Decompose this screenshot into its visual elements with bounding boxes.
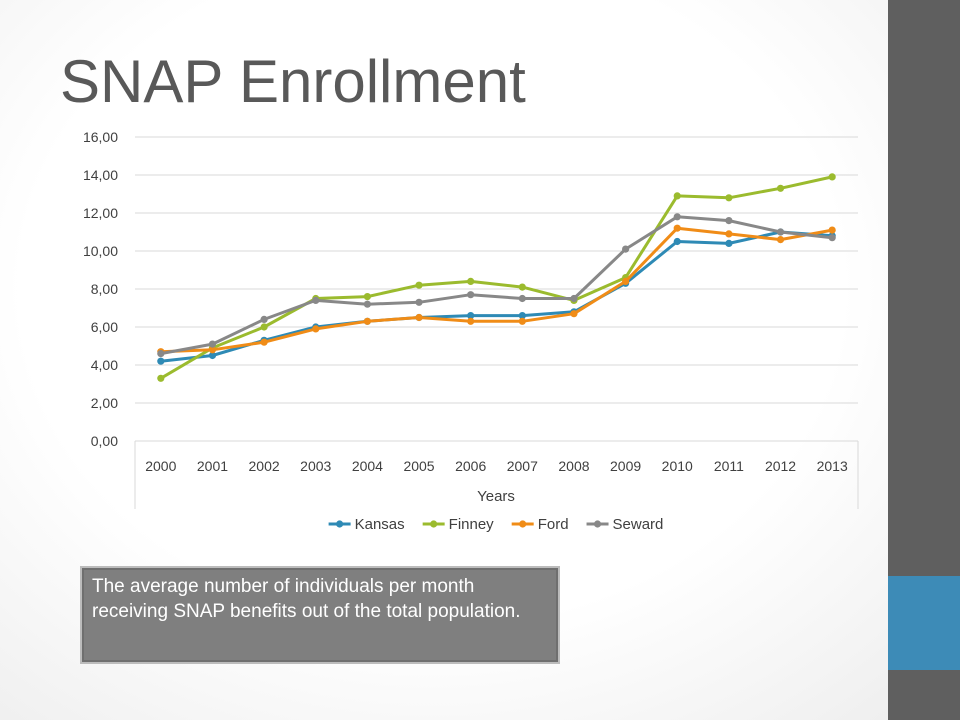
legend-item-seward: Seward xyxy=(586,516,664,533)
y-tick-label: 0,00 xyxy=(91,433,118,449)
data-point xyxy=(518,317,526,325)
slide-title: SNAP Enrollment xyxy=(60,48,526,115)
data-point xyxy=(725,217,733,225)
data-point xyxy=(260,323,268,331)
data-point xyxy=(673,224,681,232)
data-point xyxy=(673,213,681,221)
data-point xyxy=(208,351,217,360)
data-point xyxy=(828,226,836,234)
x-tick-label: 2009 xyxy=(610,458,641,474)
caption-text: The average number of individuals per mo… xyxy=(92,576,521,622)
data-point xyxy=(467,291,475,299)
legend: Kansas Finney Ford Seward xyxy=(328,516,664,533)
data-point xyxy=(312,325,320,333)
data-point xyxy=(725,239,733,247)
x-tick-label: 2013 xyxy=(817,458,848,474)
data-point xyxy=(208,340,217,348)
legend-label: Finney xyxy=(449,516,495,533)
data-point xyxy=(622,245,630,253)
legend-item-kansas: Kansas xyxy=(328,516,405,533)
x-tick-label: 2002 xyxy=(249,458,280,474)
data-point xyxy=(467,277,475,285)
data-point xyxy=(467,317,475,325)
legend-item-ford: Ford xyxy=(511,516,569,533)
data-point xyxy=(312,296,320,304)
x-tick-label: 2008 xyxy=(558,458,589,474)
x-tick-label: 2007 xyxy=(507,458,538,474)
series-ford xyxy=(157,224,836,356)
data-point xyxy=(828,234,836,242)
data-point xyxy=(157,350,165,358)
x-tick-label: 2003 xyxy=(300,458,331,474)
y-tick-label: 6,00 xyxy=(91,319,118,335)
data-point xyxy=(828,173,836,181)
data-point xyxy=(776,184,785,192)
series-finney xyxy=(157,173,836,382)
data-point xyxy=(570,294,578,303)
legend-swatch-marker xyxy=(430,520,438,528)
data-point xyxy=(570,310,578,318)
y-tick-label: 4,00 xyxy=(91,357,118,373)
legend-label: Kansas xyxy=(355,516,405,533)
x-tick-label: 2004 xyxy=(352,458,383,474)
data-point xyxy=(518,312,526,320)
x-tick-labels: 2000 2001 2002 2003 2004 2005 2006 2007 2008 2009… xyxy=(145,458,848,474)
y-tick-labels: 0,00 2,00 4,00 6,00 8,00 10,00 12,00 14,00 16,00 xyxy=(83,129,118,449)
series-line xyxy=(160,230,833,363)
series-line xyxy=(160,226,833,354)
sidebar-accent-block xyxy=(888,576,960,670)
data-point xyxy=(415,298,423,306)
series-line xyxy=(160,215,833,356)
y-tick-label: 2,00 xyxy=(91,395,118,411)
series-lines xyxy=(157,173,836,382)
data-point xyxy=(518,283,526,291)
data-point xyxy=(157,357,165,365)
y-tick-label: 10,00 xyxy=(83,243,118,259)
data-point xyxy=(260,315,268,323)
data-point xyxy=(260,338,268,346)
data-point xyxy=(518,294,526,303)
series-line xyxy=(160,175,833,380)
data-point xyxy=(208,346,217,354)
series-seward xyxy=(157,213,836,358)
y-tick-label: 12,00 xyxy=(83,205,118,221)
x-tick-label: 2006 xyxy=(455,458,486,474)
x-axis-label: Years xyxy=(477,488,515,505)
data-point xyxy=(622,277,630,285)
line-chart: 0,00 2,00 4,00 6,00 8,00 10,00 12,00 14,00 16,00… xyxy=(83,129,859,533)
data-point xyxy=(673,237,681,246)
data-point xyxy=(725,230,733,238)
grid-lines xyxy=(134,136,859,509)
legend-swatch-marker xyxy=(519,520,527,528)
data-point xyxy=(725,194,733,202)
caption-box: The average number of individuals per mo… xyxy=(80,566,560,664)
x-tick-label: 2001 xyxy=(197,458,228,474)
y-tick-label: 14,00 xyxy=(83,167,118,183)
data-point xyxy=(776,236,785,244)
data-point xyxy=(363,293,371,301)
data-point xyxy=(363,317,371,325)
x-tick-label: 2005 xyxy=(403,458,434,474)
data-point xyxy=(363,300,371,308)
data-point xyxy=(415,281,423,289)
x-tick-label: 2012 xyxy=(765,458,796,474)
x-tick-label: 2000 xyxy=(145,458,176,474)
x-tick-label: 2011 xyxy=(714,458,744,474)
legend-label: Ford xyxy=(538,516,569,533)
data-point xyxy=(673,192,681,200)
y-tick-label: 8,00 xyxy=(91,281,118,297)
data-point xyxy=(415,313,423,322)
data-point xyxy=(157,374,165,382)
legend-swatch-marker xyxy=(593,520,602,528)
data-point xyxy=(467,312,475,320)
legend-item-finney: Finney xyxy=(422,516,495,533)
legend-label: Seward xyxy=(613,516,664,533)
y-tick-label: 16,00 xyxy=(83,129,118,145)
data-point xyxy=(776,228,785,236)
x-tick-label: 2010 xyxy=(662,458,693,474)
legend-swatch-marker xyxy=(336,520,344,528)
